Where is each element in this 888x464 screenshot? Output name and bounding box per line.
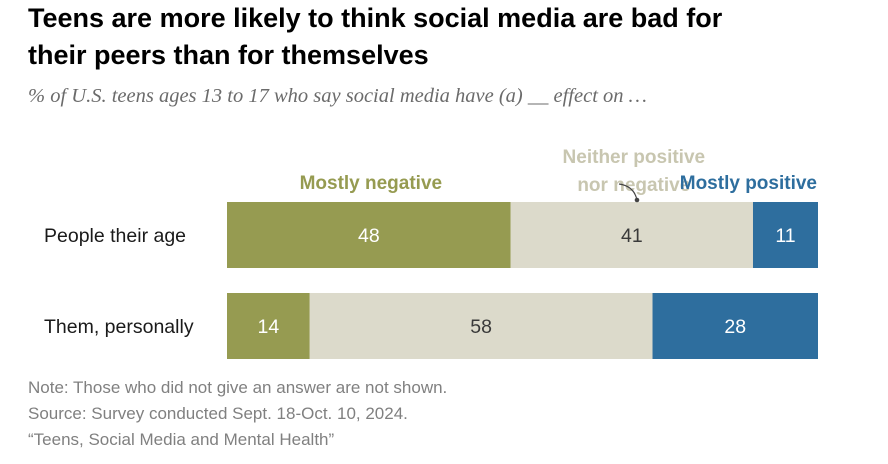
category-label-people-their-age: People their age (44, 225, 186, 247)
data-label-negative-them-personally: 14 (258, 316, 280, 338)
legend-label-neither-line-2: nor negative (577, 175, 690, 196)
category-label-them-personally: Them, personally (44, 316, 194, 338)
legend-label-mostly-positive: Mostly positive (680, 173, 817, 194)
bar-negative-them-personally (227, 293, 310, 359)
data-label-neither-them-personally: 58 (470, 316, 492, 338)
data-label-negative-people-their-age: 48 (358, 225, 380, 247)
bar-negative-people-their-age (227, 202, 511, 268)
leader-dot (634, 197, 640, 203)
bar-neither-people-their-age (510, 202, 753, 268)
report-title-text: “Teens, Social Media and Mental Health” (28, 430, 335, 449)
chart-title-line-1: Teens are more likely to think social me… (28, 3, 723, 33)
stacked-bar-chart: People their age 48 41 11 Them, personally 14… (44, 147, 818, 359)
data-label-neither-people-their-age: 41 (621, 225, 643, 247)
legend-label-neither-line-1: Neither positive (563, 147, 706, 168)
chart-title-line-2: their peers than for themselves (28, 40, 429, 70)
data-label-positive-them-personally: 28 (724, 316, 746, 338)
bar-positive-people-their-age (752, 202, 818, 268)
legend-label-mostly-negative: Mostly negative (300, 173, 443, 194)
leader-line (618, 183, 638, 201)
note-text: Note: Those who did not give an answer a… (28, 378, 448, 397)
bar-neither-them-personally (309, 293, 653, 359)
chart-title: Teens are more likely to think social me… (28, 0, 878, 74)
data-label-positive-people-their-age: 11 (775, 225, 795, 247)
source-text: Source: Survey conducted Sept. 18-Oct. 1… (28, 404, 408, 423)
bar-positive-them-personally (652, 293, 818, 359)
chart-subtitle: % of U.S. teens ages 13 to 17 who say so… (28, 85, 647, 107)
